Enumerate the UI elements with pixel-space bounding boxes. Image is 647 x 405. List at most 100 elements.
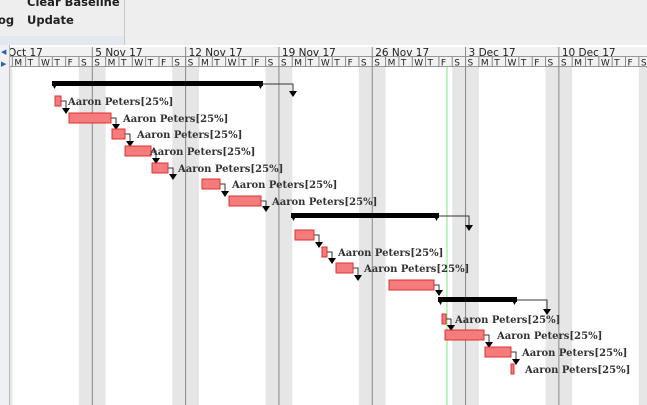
- task-bar: [388, 279, 435, 291]
- dependency-connector: [263, 83, 294, 92]
- dependency-connector: [168, 167, 174, 175]
- day-label: T: [400, 59, 407, 69]
- dependency-arrow-icon: [289, 91, 297, 97]
- day-label: F: [254, 59, 259, 69]
- day-label: F: [441, 59, 446, 69]
- dependency-connector: [439, 215, 470, 226]
- day-label: F: [628, 59, 633, 69]
- dependency-arrow-icon: [465, 225, 473, 231]
- day-label: M: [14, 59, 22, 69]
- day-label: T: [147, 59, 154, 69]
- day-label: W: [134, 59, 143, 69]
- day-label: M: [108, 59, 116, 69]
- dependency-arrow-icon: [512, 359, 520, 365]
- toolbar-item-clipped[interactable]: og: [0, 13, 15, 27]
- weekend-column: [358, 67, 373, 405]
- dependency-arrow-icon: [315, 242, 323, 248]
- weekend-column: [558, 67, 573, 405]
- day-label: T: [520, 59, 527, 69]
- dependency-arrow-icon: [126, 141, 134, 147]
- weekend-column: [92, 67, 106, 405]
- day-label: T: [120, 59, 127, 69]
- task-resource-label: Aaron Peters[25%]: [337, 248, 443, 259]
- day-label: S: [468, 59, 474, 69]
- dependency-arrow-icon: [354, 275, 362, 281]
- dependency-arrow-icon: [62, 108, 70, 114]
- dependency-connector: [353, 267, 359, 276]
- weekend-column: [545, 67, 559, 405]
- day-label: T: [240, 59, 247, 69]
- week-label: 26 Nov 17: [375, 47, 429, 59]
- dependency-arrow-icon: [169, 174, 177, 180]
- task-resource-label: Aaron Peters[25%]: [271, 197, 377, 208]
- dependency-connector: [220, 183, 226, 192]
- task-resource-label: Aaron Peters[25%]: [521, 348, 627, 359]
- day-label: S: [81, 59, 87, 69]
- dependency-connector: [484, 334, 490, 343]
- week-label: 19 Nov 17: [282, 47, 336, 59]
- day-label: W: [321, 59, 330, 69]
- dependency-connector: [151, 150, 157, 159]
- day-label: T: [427, 59, 434, 69]
- dependency-connector: [314, 234, 320, 243]
- weekend-column: [278, 67, 293, 405]
- dependency-arrow-icon: [543, 309, 551, 315]
- task-bar: [484, 346, 512, 358]
- week-label: 10 Dec 17: [562, 47, 616, 59]
- chart-scroll-arrows[interactable]: ◀ ▶: [0, 45, 10, 405]
- day-label: T: [587, 59, 594, 69]
- weekend-column: [465, 67, 479, 405]
- task-resource-label: Aaron Peters[25%]: [149, 147, 255, 158]
- task-resource-label: Aaron Peters[25%]: [454, 315, 560, 326]
- task-bar: [294, 229, 315, 241]
- dependency-arrow-icon: [328, 258, 336, 264]
- day-label: S: [374, 59, 380, 69]
- day-label: W: [41, 59, 50, 69]
- dependency-arrow-icon: [485, 342, 493, 348]
- day-label: S: [94, 59, 100, 69]
- left-panel: og Clear Baseline Update: [0, 0, 125, 45]
- clear-baseline-button[interactable]: Clear Baseline: [27, 0, 120, 9]
- task-resource-label: Aaron Peters[25%]: [496, 331, 602, 342]
- dependency-connector: [327, 251, 333, 259]
- day-label: M: [574, 59, 582, 69]
- summary-bar: [52, 81, 263, 86]
- task-bar: [441, 313, 447, 325]
- task-bar: [228, 195, 262, 207]
- day-label: F: [534, 59, 539, 69]
- task-bar: [124, 145, 152, 157]
- dependency-arrow-icon: [221, 191, 229, 197]
- weekend-column: [452, 67, 466, 405]
- summary-bar: [291, 213, 439, 218]
- task-resource-label: Aaron Peters[25%]: [177, 164, 283, 175]
- weekend-column: [10, 67, 13, 405]
- dependency-arrow-icon: [262, 206, 270, 212]
- dependency-connector: [517, 299, 548, 310]
- task-bar: [321, 246, 328, 258]
- update-button[interactable]: Update: [27, 13, 74, 27]
- weekend-column: [185, 67, 199, 405]
- day-label: S: [188, 59, 194, 69]
- day-label: F: [348, 59, 353, 69]
- gantt-chart[interactable]: Oct 17 5 Nov 17 12 Nov 17 19 Nov 17 26 Nov 1…: [10, 47, 647, 405]
- dependency-arrow-icon: [435, 290, 443, 296]
- dependency-connector: [261, 200, 267, 207]
- task-bar: [444, 329, 485, 341]
- summary-bar: [438, 297, 517, 302]
- dependency-arrow-icon: [447, 325, 455, 331]
- weekend-column: [638, 67, 647, 405]
- task-bar: [68, 112, 112, 124]
- day-label: M: [481, 59, 489, 69]
- day-label: T: [53, 59, 60, 69]
- scroll-left-icon[interactable]: ◀: [1, 48, 7, 56]
- dependency-connector: [125, 133, 131, 142]
- task-resource-label: Aaron Peters[25%]: [231, 180, 337, 191]
- task-bar: [201, 178, 221, 190]
- day-label: W: [508, 59, 517, 69]
- week-label: 3 Dec 17: [469, 47, 516, 59]
- day-label: S: [454, 59, 460, 69]
- day-label: M: [201, 59, 209, 69]
- dependency-connector: [61, 100, 67, 109]
- scroll-right-icon[interactable]: ▶: [1, 60, 7, 68]
- dependency-connector: [434, 284, 440, 291]
